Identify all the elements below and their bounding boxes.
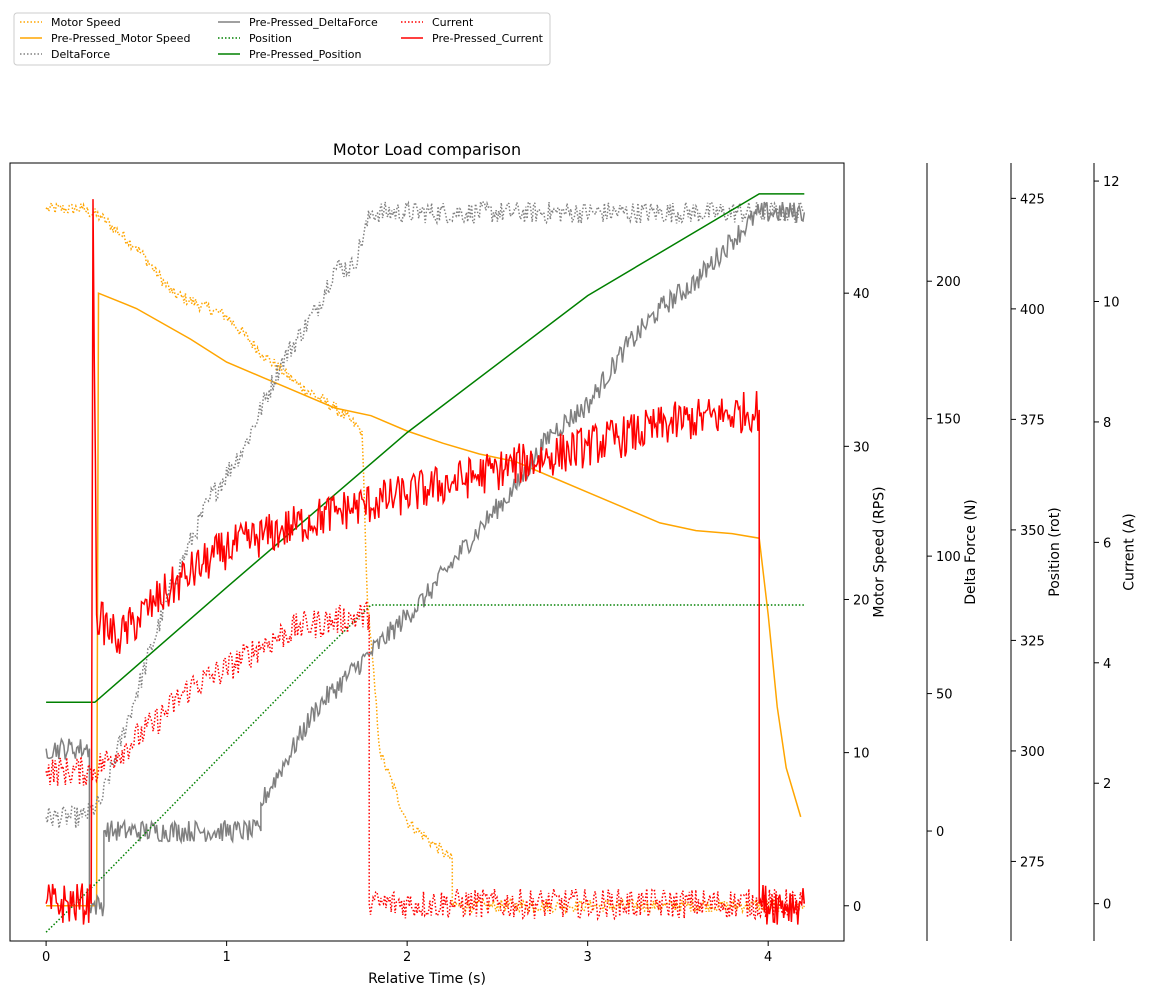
speed-axis-label: Motor Speed (RPS) <box>872 486 888 617</box>
series-position <box>45 604 805 933</box>
speed-tick-label: 0 <box>853 900 861 915</box>
legend-label: Pre-Pressed_Position <box>249 48 362 61</box>
chart-title: Motor Load comparison <box>333 140 521 159</box>
force-tick-label: 0 <box>936 825 944 840</box>
speed-tick-label: 30 <box>853 440 870 455</box>
speed-tick-label: 40 <box>853 287 870 302</box>
force-tick-label: 50 <box>936 688 953 703</box>
series-pre-pressed-deltaforce <box>45 201 806 917</box>
legend-label: Current <box>432 16 474 29</box>
current-tick-label: 12 <box>1103 175 1120 190</box>
legend-label: Pre-Pressed_DeltaForce <box>249 16 378 29</box>
x-tick-label: 2 <box>403 950 411 965</box>
legend-frame <box>13 12 551 66</box>
series-motor-speed <box>45 200 805 915</box>
position-tick-label: 425 <box>1020 192 1045 207</box>
legend: Motor Speed Pre-Pressed_Motor Speed DeltaF… <box>13 12 551 66</box>
legend-label: Position <box>249 32 292 45</box>
series-deltaforce <box>45 200 805 829</box>
speed-tick-label: 20 <box>853 593 870 608</box>
series-pre-pressed-motor-speed <box>46 292 802 907</box>
series-pre-pressed-position <box>46 193 805 704</box>
position-tick-label: 350 <box>1020 524 1045 539</box>
position-axis-label: Position (rot) <box>1047 507 1063 596</box>
x-axis-label: Relative Time (s) <box>368 971 486 987</box>
force-tick-label: 150 <box>936 413 961 428</box>
legend-label: Motor Speed <box>51 16 121 29</box>
position-tick-label: 275 <box>1020 855 1045 870</box>
current-tick-label: 4 <box>1103 657 1111 672</box>
position-tick-label: 375 <box>1020 413 1045 428</box>
legend-label: DeltaForce <box>51 48 110 61</box>
series-layer <box>45 193 806 933</box>
position-tick-label: 400 <box>1020 303 1045 318</box>
x-tick-label: 3 <box>584 950 592 965</box>
position-tick-label: 325 <box>1020 634 1045 649</box>
legend-label: Pre-Pressed_Motor Speed <box>51 32 190 45</box>
x-tick-label: 4 <box>764 950 772 965</box>
position-tick-label: 300 <box>1020 745 1045 760</box>
speed-tick-label: 10 <box>853 747 870 762</box>
current-tick-label: 8 <box>1103 416 1111 431</box>
force-tick-label: 200 <box>936 275 961 290</box>
current-tick-label: 10 <box>1103 295 1120 310</box>
force-axis-label: Delta Force (N) <box>963 499 979 605</box>
current-tick-label: 0 <box>1103 898 1111 913</box>
current-tick-label: 6 <box>1103 536 1111 551</box>
legend-label: Pre-Pressed_Current <box>432 32 544 45</box>
series-current <box>45 600 806 922</box>
x-tick-label: 1 <box>222 950 230 965</box>
plot-frame <box>9 162 845 942</box>
x-tick-label: 0 <box>42 950 50 965</box>
current-tick-label: 2 <box>1103 777 1111 792</box>
force-tick-label: 100 <box>936 550 961 565</box>
current-axis-label: Current (A) <box>1122 513 1138 591</box>
series-pre-pressed-current <box>45 199 806 925</box>
